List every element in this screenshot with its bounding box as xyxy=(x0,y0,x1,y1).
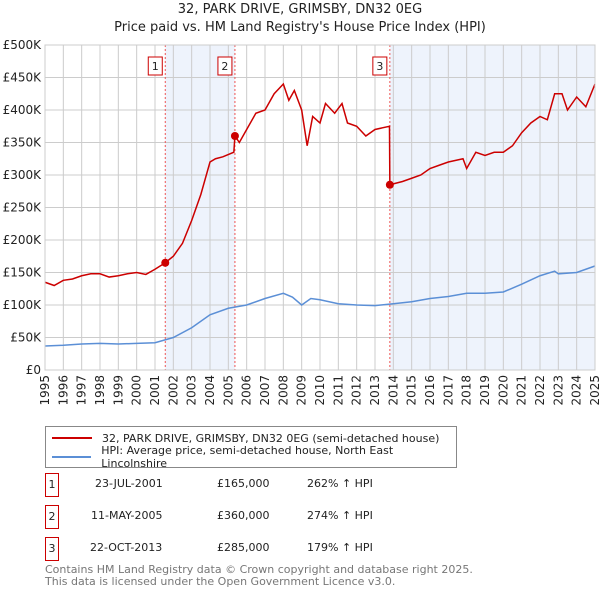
plot-border xyxy=(44,44,596,371)
sale-price: £165,000 xyxy=(217,477,270,490)
y-tick-label: £150K xyxy=(3,266,43,280)
x-tick-label: 2009 xyxy=(295,375,309,406)
x-tick-label: 2019 xyxy=(478,375,492,406)
x-tick-label: 1999 xyxy=(111,375,125,406)
x-tick-label: 2007 xyxy=(258,375,272,406)
x-tick-label: 2004 xyxy=(203,375,217,406)
x-tick-label: 2016 xyxy=(423,375,437,406)
x-tick-label: 2024 xyxy=(570,375,584,406)
sale-label-box xyxy=(147,56,163,76)
x-tick-label: 1995 xyxy=(38,375,52,406)
x-tick-label: 2018 xyxy=(460,375,474,406)
x-tick-label: 2008 xyxy=(276,375,290,406)
sale-point xyxy=(230,132,239,140)
sale-hpi: 262% ↑ HPI xyxy=(307,477,373,490)
y-tick-label: £100K xyxy=(3,298,43,312)
x-tick-label: 2020 xyxy=(496,375,510,406)
sale-row: 1 23-JUL-2001 £165,000 262% ↑ HPI xyxy=(45,473,465,497)
footer: Contains HM Land Registry data © Crown c… xyxy=(45,564,473,588)
x-tick-label: 2005 xyxy=(221,375,235,406)
sale-date: 23-JUL-2001 xyxy=(95,477,163,490)
x-tick-label: 1997 xyxy=(75,375,89,406)
legend-item-hpi: HPI: Average price, semi-detached house,… xyxy=(52,444,456,470)
y-tick-label: £400K xyxy=(3,103,43,117)
plot: £0 £50K £100K £150K £200K £250K £300K £350K £400… xyxy=(3,38,600,406)
x-tick-label: 2023 xyxy=(551,375,565,406)
legend-label: 32, PARK DRIVE, GRIMSBY, DN32 0EG (semi-… xyxy=(102,431,440,445)
x-tick-label: 2012 xyxy=(350,375,364,406)
legend-swatch-blue xyxy=(52,456,92,458)
sale-hpi: 274% ↑ HPI xyxy=(307,509,373,522)
y-tick-label: £0 xyxy=(26,363,41,377)
x-tick-label: 2003 xyxy=(185,375,199,406)
legend-label: HPI: Average price, semi-detached house,… xyxy=(101,444,394,470)
sale-marker-badge: 3 xyxy=(45,537,59,561)
legend-item-property: 32, PARK DRIVE, GRIMSBY, DN32 0EG (semi-… xyxy=(52,430,439,446)
x-tick-label: 2013 xyxy=(368,375,382,406)
x-tick-label: 1996 xyxy=(56,375,70,406)
x-tick-label: 2002 xyxy=(166,375,180,406)
sale-price: £285,000 xyxy=(217,541,270,554)
x-tick-label: 2001 xyxy=(148,375,162,406)
sale-label: 3 xyxy=(376,60,383,73)
y-tick-label: £50K xyxy=(10,331,42,345)
x-tick-label: 2021 xyxy=(515,375,529,406)
sale-price: £360,000 xyxy=(217,509,270,522)
sale-label-box xyxy=(217,56,233,76)
sale-hpi: 179% ↑ HPI xyxy=(307,541,373,554)
hpi-line xyxy=(44,265,596,347)
sale-label: 2 xyxy=(221,60,228,73)
x-tick-label: 2014 xyxy=(386,375,400,406)
y-tick-label: £500K xyxy=(3,38,43,52)
x-tick-label: 2011 xyxy=(331,375,345,406)
y-tick-label: £350K xyxy=(3,136,43,150)
y-tick-label: £250K xyxy=(3,201,43,215)
x-tick-label: 2022 xyxy=(533,375,547,406)
x-tick-label: 2000 xyxy=(130,375,144,406)
sale-label-box xyxy=(372,56,388,76)
sale-row: 2 11-MAY-2005 £360,000 274% ↑ HPI xyxy=(45,505,465,529)
legend: 32, PARK DRIVE, GRIMSBY, DN32 0EG (semi-… xyxy=(45,426,457,470)
sale-date: 11-MAY-2005 xyxy=(91,509,163,522)
y-tick-label: £200K xyxy=(3,233,43,247)
sale-date: 22-OCT-2013 xyxy=(90,541,163,554)
legend-swatch-red xyxy=(52,437,92,439)
sale-point xyxy=(161,258,170,267)
sale-label: 1 xyxy=(152,60,159,73)
footer-line: This data is licensed under the Open Gov… xyxy=(45,575,396,588)
sale-row: 3 22-OCT-2013 £285,000 179% ↑ HPI xyxy=(45,537,465,561)
chart-subtitle: Price paid vs. HM Land Registry's House … xyxy=(114,20,486,35)
price-line xyxy=(44,82,596,287)
sale-point xyxy=(385,180,394,189)
x-tick-label: 2025 xyxy=(588,375,600,406)
x-tick-label: 2010 xyxy=(313,375,327,406)
chart-title: 32, PARK DRIVE, GRIMSBY, DN32 0EG xyxy=(177,2,423,17)
x-tick-label: 2015 xyxy=(405,375,419,406)
x-tick-label: 1998 xyxy=(93,375,107,406)
footer-line: Contains HM Land Registry data © Crown c… xyxy=(45,563,473,576)
sale-marker-badge: 2 xyxy=(45,505,59,529)
y-tick-label: £300K xyxy=(3,168,43,182)
x-tick-label: 2017 xyxy=(441,375,455,406)
sale-marker-badge: 1 xyxy=(45,473,59,497)
x-tick-label: 2006 xyxy=(240,375,254,406)
y-tick-label: £450K xyxy=(3,71,43,85)
